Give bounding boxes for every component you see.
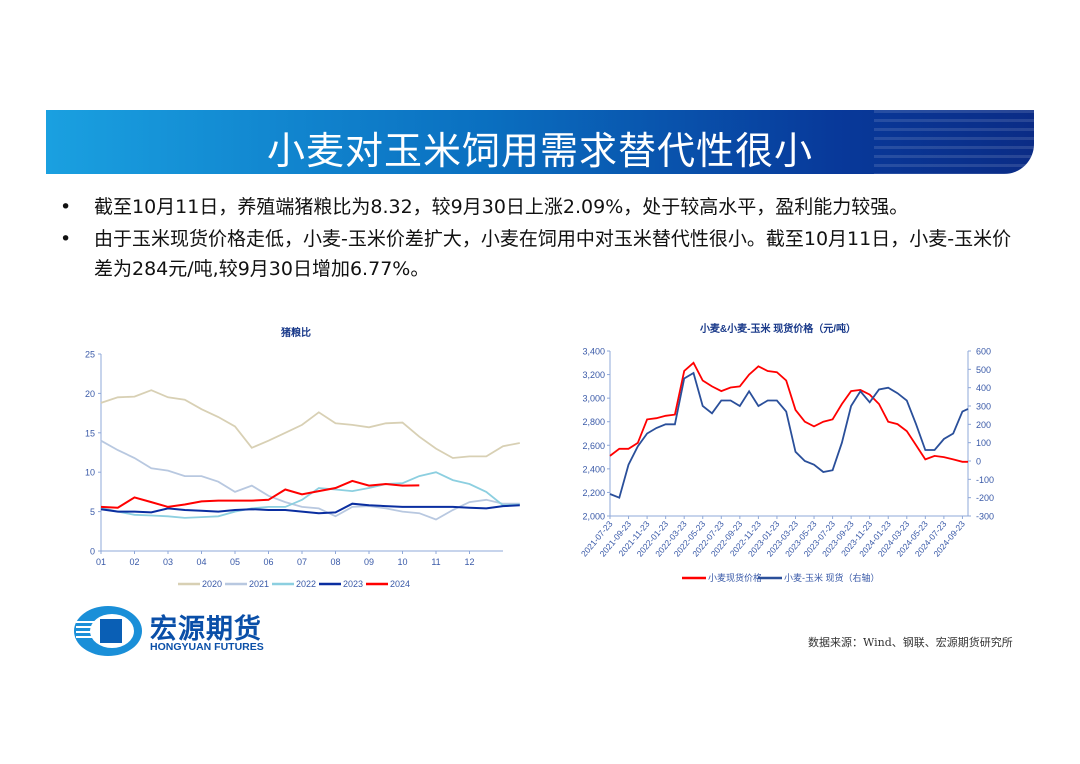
y-tick-label: 2,600 xyxy=(582,441,605,451)
series-line-wheat xyxy=(609,361,968,463)
legend-label: 2020 xyxy=(202,579,222,589)
y2-tick-label: 0 xyxy=(976,457,981,467)
series-line-2024 xyxy=(100,479,420,509)
y-tick-label: 2,200 xyxy=(582,488,605,498)
legend-label: 小麦-玉米 现货（右轴） xyxy=(784,572,880,583)
x-tick-label: 08 xyxy=(330,557,340,567)
legend-label: 2023 xyxy=(343,579,363,589)
y2-tick-label: -300 xyxy=(976,512,994,522)
legend-label: 2024 xyxy=(390,579,410,589)
x-tick-label: 02 xyxy=(129,557,139,567)
y2-tick-label: 600 xyxy=(976,347,991,357)
y-tick-label: 3,400 xyxy=(582,347,605,357)
y2-tick-label: -200 xyxy=(976,493,994,503)
bullet-dot: • xyxy=(60,196,72,218)
bullet-item: • 截至10月11日，养殖端猪粮比为8.32，较9月30日上涨2.09%，处于较高… xyxy=(60,192,1020,222)
y-tick-label: 3,000 xyxy=(582,394,605,404)
legend-label: 小麦现货价格 xyxy=(708,572,762,583)
y-tick-label: 3,200 xyxy=(582,370,605,380)
logo-mark-icon xyxy=(74,606,142,656)
y-tick-label: 10 xyxy=(85,468,95,478)
y-tick-label: 20 xyxy=(85,389,95,399)
y-tick-label: 2,000 xyxy=(582,512,605,522)
x-tick-label: 10 xyxy=(397,557,407,567)
series-line-2023 xyxy=(100,502,520,515)
hongyuan-logo: 宏源期货 HONGYUAN FUTURES xyxy=(72,605,312,657)
y-tick-label: 2,400 xyxy=(582,464,605,474)
x-tick-label: 07 xyxy=(297,557,307,567)
series-line-2021 xyxy=(100,439,520,521)
y2-tick-label: 500 xyxy=(976,365,991,375)
logo-cn: 宏源期货 xyxy=(150,614,262,645)
legend-label: 2021 xyxy=(249,579,269,589)
title-banner: 小麦对玉米饲用需求替代性很小 xyxy=(46,110,1034,174)
slide-title: 小麦对玉米饲用需求替代性很小 xyxy=(266,129,813,173)
x-tick-label: 06 xyxy=(263,557,273,567)
y2-tick-label: 100 xyxy=(976,438,991,448)
chart-title: 小麦&小麦-玉米 现货价格（元/吨） xyxy=(699,322,856,335)
x-tick-label: 03 xyxy=(163,557,173,567)
bullet-list: • 截至10月11日，养殖端猪粮比为8.32，较9月30日上涨2.09%，处于较高… xyxy=(60,192,1020,286)
y-tick-label: 15 xyxy=(85,428,95,438)
x-tick-label: 05 xyxy=(230,557,240,567)
y2-tick-label: 400 xyxy=(976,383,991,393)
series-line-spread xyxy=(609,371,969,499)
y-tick-label: 2,800 xyxy=(582,417,605,427)
banner-stripes xyxy=(874,110,1034,174)
y-tick-label: 0 xyxy=(90,547,95,557)
bullet-text: 由于玉米现货价格走低，小麦-玉米价差扩大，小麦在饲用中对玉米替代性很小。截至10… xyxy=(94,228,1012,280)
bullet-text: 截至10月11日，养殖端猪粮比为8.32，较9月30日上涨2.09%，处于较高水… xyxy=(94,196,909,218)
x-tick-label: 01 xyxy=(96,557,106,567)
x-tick-label: 11 xyxy=(431,557,440,567)
chart-title: 猪粮比 xyxy=(280,326,311,339)
series-line-2020 xyxy=(100,389,520,459)
y-tick-label: 5 xyxy=(90,507,95,517)
y2-tick-label: 300 xyxy=(976,402,991,412)
x-tick-label: 12 xyxy=(464,557,474,567)
y2-tick-label: 200 xyxy=(976,420,991,430)
series-line-2022 xyxy=(100,471,520,519)
x-tick-label: 09 xyxy=(364,557,374,567)
logo-en: HONGYUAN FUTURES xyxy=(150,641,264,653)
bullet-item: • 由于玉米现货价格走低，小麦-玉米价差扩大，小麦在饲用中对玉米替代性很小。截至1… xyxy=(60,224,1020,284)
data-source: 数据来源：Wind、钢联、宏源期货研究所 xyxy=(808,636,1013,649)
bullet-dot: • xyxy=(60,228,72,250)
x-tick-label: 04 xyxy=(196,557,206,567)
y2-tick-label: -100 xyxy=(976,475,994,485)
legend-label: 2022 xyxy=(296,579,316,589)
y-tick-label: 25 xyxy=(85,350,95,360)
